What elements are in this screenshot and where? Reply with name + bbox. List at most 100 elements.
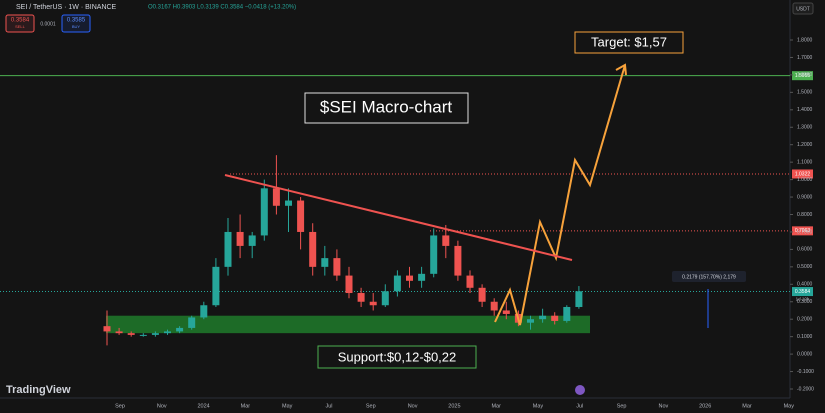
candle-body [502,310,510,314]
level-badge [792,287,813,297]
candle-body [236,231,244,246]
level-badge [792,71,813,81]
x-tick-label: Jul [576,403,583,409]
x-tick-label: 2025 [448,403,460,409]
candle-body [466,275,474,288]
y-tick-label: 0.6000 [797,247,813,253]
candle-body [454,245,462,276]
candle-body [127,333,135,335]
target-label: Target: $1,57 [591,34,667,49]
y-tick-label: 1.2000 [797,142,813,148]
candle-body [164,331,171,334]
candle-body [151,333,159,335]
y-tick-label: 0.0000 [797,351,813,357]
candle-body [333,258,341,276]
projection-arrowhead [615,63,627,76]
x-tick-label: 2026 [699,403,711,409]
candle-body [418,273,426,281]
y-tick-label: 1.1000 [797,159,813,165]
y-tick-label: 1.5000 [797,90,813,96]
candle-body [345,275,353,294]
candle-body [224,231,232,267]
candle-body [309,231,317,267]
x-tick-label: Sep [366,403,376,409]
candle-body [575,291,583,307]
sell-button[interactable] [5,14,35,33]
y-tick-label: 1.4000 [797,107,813,113]
countdown: 1d 10h [796,297,810,302]
x-tick-label: Sep [115,403,125,409]
measure-label: 0.2179 (157.70%) 2,179 [682,274,736,280]
y-tick-label: -0.1000 [797,369,814,375]
event-icon[interactable] [575,385,585,395]
brand: TradingView [6,384,71,396]
candle-body [285,200,292,206]
candle-body [381,291,389,306]
y-tick-label: 0.4000 [797,282,813,288]
support-zone [106,315,590,334]
level-badge [792,169,813,179]
x-tick-label: Mar [491,403,501,409]
candle-body [490,301,498,311]
candle-body [551,315,559,321]
title-box [304,92,469,124]
y-tick-label: 1.0000 [797,177,813,183]
spread: 0.0001 [40,21,56,27]
y-tick-label: 0.1000 [797,334,813,340]
y-tick-label: 0.7000 [797,229,813,235]
candle-body [248,235,256,246]
candle-body [478,287,486,302]
candle-body [563,306,571,321]
sell-label: SELL [15,24,26,29]
level-label: 0.3584 [795,289,811,295]
level-label: 1.0322 [795,171,811,177]
candle-body [393,275,401,292]
level-label: 0.7063 [795,228,811,234]
y-tick-label: 0.8000 [797,212,813,218]
candle-body [527,319,534,323]
candle-body [200,305,208,318]
x-tick-label: Nov [408,403,418,409]
y-tick-label: 1.7000 [797,55,813,61]
buy-button[interactable] [61,14,91,33]
currency-button[interactable] [792,2,814,15]
candle-body [176,327,184,332]
candle-body [139,334,147,336]
candle-body [260,188,268,236]
candle-body [188,317,196,328]
trendline [224,174,573,261]
level-label: 1.5955 [795,73,811,79]
y-tick-label: -0.2000 [797,386,814,392]
y-tick-label: 0.3000 [797,299,813,305]
support-box [317,345,477,369]
y-tick-label: 1.3000 [797,125,813,131]
candle-body [297,200,305,232]
support-label: Support:$0,12-$0,22 [338,349,457,364]
y-tick-label: 0.5000 [797,264,813,270]
candle-body [103,326,111,332]
x-tick-label: Jul [325,403,332,409]
candle-body [369,301,377,306]
buy-label: BUY [72,24,81,29]
candle-body [442,235,450,246]
ohlc-text: O0.3167 H0.3903 L0.3139 C0.3584 −0.0418 … [148,5,296,11]
measure-box [672,271,746,282]
x-tick-label: May [784,403,795,409]
y-tick-label: 0.2000 [797,317,813,323]
candle-body [115,331,123,334]
x-tick-label: Mar [742,403,752,409]
title: $SEI Macro-chart [320,97,453,116]
candle-body [539,315,547,320]
candle-body [321,258,329,267]
x-tick-label: Nov [157,403,167,409]
sell-price: 0.3584 [11,18,30,24]
x-tick-label: May [533,403,544,409]
x-tick-label: Nov [659,403,669,409]
symbol: SEI / TetherUS · 1W · BINANCE [16,4,117,11]
target-box [574,31,684,54]
candle-body [357,293,365,302]
candle-body [406,275,413,281]
x-tick-label: 2024 [197,403,209,409]
projection-path [494,64,626,326]
buy-price: 0.3585 [67,18,86,24]
